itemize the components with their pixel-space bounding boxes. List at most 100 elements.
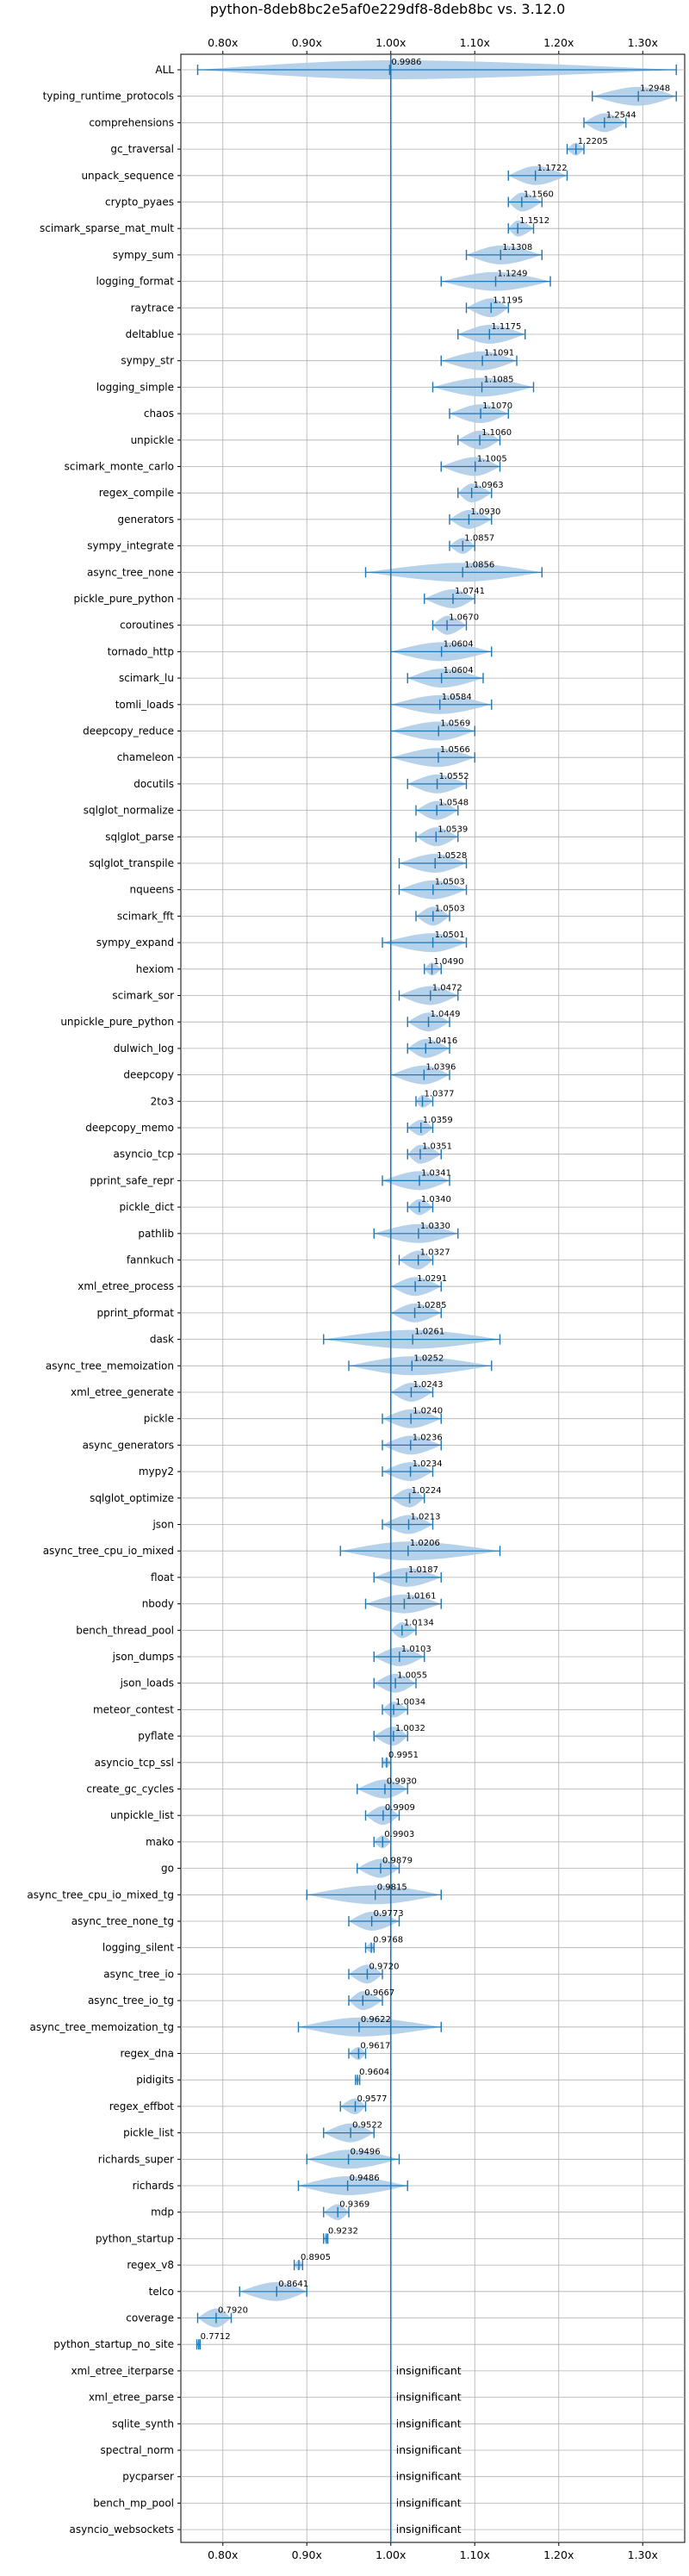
row-label: bench_thread_pool [76,1624,174,1636]
value-label: 1.0552 [439,772,469,781]
value-label: 1.1005 [477,455,507,464]
marks-layer [196,54,677,2542]
value-label: 1.0236 [413,1433,443,1442]
x-tick-label-bottom: 0.80x [208,2548,238,2561]
grid-layer [181,54,685,2542]
row-label: regex_compile [99,487,174,499]
row-label: ALL [155,64,174,76]
row-label: pycparser [122,2471,174,2483]
value-label: 1.1722 [537,164,568,173]
x-tick-label-top: 1.00x [376,36,406,49]
row-label: tomli_loads [115,699,174,711]
row-label: xml_etree_iterparse [71,2365,174,2377]
value-label: 1.0449 [431,1010,461,1019]
value-label: 1.0240 [413,1407,443,1416]
insignificant-label: insignificant [396,2364,462,2377]
value-label: 1.0161 [406,1592,436,1602]
row-label: regex_effbot [109,2100,175,2112]
value-label: 1.0134 [404,1618,434,1627]
value-label: 1.1308 [502,243,532,252]
value-label: 1.0377 [425,1089,455,1098]
value-label: 1.0539 [438,824,468,834]
value-label: 0.9768 [373,1936,403,1945]
row-label: asyncio_websockets [70,2523,174,2536]
row-label: json [152,1519,174,1531]
value-label: 1.1512 [519,216,549,226]
value-label: 1.0528 [437,851,467,861]
x-tick-label-top: 0.90x [292,36,322,49]
row-label: python_startup [96,2232,174,2244]
row-label: unpack_sequence [81,170,174,182]
value-label: 0.9909 [385,1803,415,1813]
value-label: 1.2948 [640,84,670,94]
chart-title: python-8deb8bc2e5af0e229df8-8deb8bc vs. … [210,1,566,17]
row-label: dask [150,1334,174,1346]
x-tick-label-bottom: 1.10x [460,2548,490,2561]
row-label: pidigits [136,2074,174,2086]
row-label: regex_v8 [127,2259,174,2271]
x-tick-label-top: 1.10x [460,36,490,49]
value-label: 0.8641 [278,2280,308,2289]
value-label: 1.0034 [395,1697,425,1707]
value-label: 1.1070 [482,401,512,411]
value-label: 1.0206 [410,1539,440,1548]
row-label: sympy_integrate [87,540,174,552]
row-label: sqlglot_optimize [90,1492,174,1504]
value-label: 1.0963 [474,481,504,490]
value-label: 0.9879 [382,1857,413,1866]
row-label: pickle [144,1413,174,1425]
row-label: richards_super [98,2153,174,2165]
x-tick-label-bottom: 0.90x [292,2548,322,2561]
value-label: 1.0490 [434,957,464,967]
row-label: sqlglot_transpile [89,857,174,869]
x-tick-label-bottom: 1.00x [376,2548,406,2561]
row-label: mako [146,1836,174,1848]
value-label: 0.9486 [350,2174,380,2183]
value-label: 1.0501 [435,930,465,940]
insignificant-label: insignificant [396,2523,462,2536]
value-label: 1.0741 [455,587,485,596]
row-label: pprint_safe_repr [90,1174,174,1186]
row-label: create_gc_cycles [86,1783,174,1795]
row-label: logging_simple [96,381,174,393]
row-label: hexiom [136,963,174,975]
row-label: xml_etree_process [78,1280,174,1292]
row-label: scimark_fft [117,910,174,922]
value-label: 1.2544 [606,110,636,120]
row-label: deepcopy_reduce [83,725,174,737]
row-label: mypy2 [139,1465,174,1478]
value-label: 1.1091 [484,349,514,358]
row-label: sqlglot_parse [105,831,174,843]
row-label: json_loads [120,1677,174,1689]
value-label: 1.0857 [464,534,494,544]
value-label: 0.9522 [352,2121,382,2131]
row-label: scimark_sparse_mat_mult [40,222,174,234]
value-label: 1.0341 [421,1168,451,1178]
value-label: 1.0503 [435,904,465,913]
value-label: 0.9667 [364,1988,394,1998]
row-label: logging_format [96,276,174,288]
row-label: tornado_http [108,645,174,657]
value-label: 1.0234 [413,1459,443,1469]
row-label: telco [149,2286,174,2298]
value-label: 1.1560 [524,190,554,200]
insignificant-label: insignificant [396,2417,462,2430]
row-label: xml_etree_parse [89,2392,174,2404]
value-label: 1.0103 [401,1645,431,1654]
row-label: async_tree_memoization_tg [30,2021,174,2033]
value-label: 1.0340 [421,1195,451,1204]
row-label: chameleon [117,751,174,763]
value-label: 0.9232 [328,2226,358,2236]
x-tick-label-bottom: 1.20x [543,2548,574,2561]
row-label: deepcopy_memo [85,1122,174,1134]
row-label: crypto_pyaes [105,196,174,208]
row-label: chaos [144,408,174,420]
value-label: 0.9903 [384,1830,414,1839]
row-label: scimark_sor [112,990,174,1002]
value-label: 1.1175 [491,322,521,332]
row-label: asyncio_tcp [113,1148,174,1160]
value-label: 1.0330 [420,1222,450,1231]
row-label: sympy_expand [96,936,174,949]
row-label: xml_etree_generate [71,1386,174,1398]
row-label: deltablue [126,328,174,340]
